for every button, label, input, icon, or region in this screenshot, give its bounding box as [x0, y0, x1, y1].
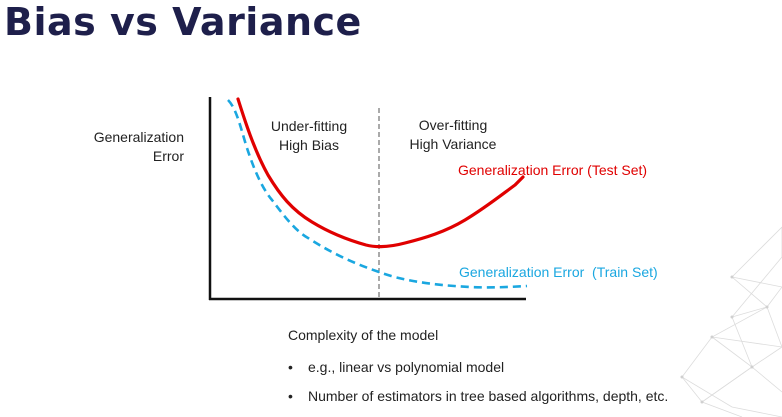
overfitting-region-label: Over-fitting High Variance	[398, 116, 508, 154]
underfitting-region-label: Under-fitting High Bias	[254, 117, 364, 155]
bullet-list: e.g., linear vs polynomial model Number …	[288, 353, 668, 411]
y-axis-label-line-1: Generalization	[93, 129, 184, 145]
network-pattern-decoration	[680, 226, 782, 417]
test-error-curve	[236, 97, 525, 249]
high-bias-label: High Bias	[279, 137, 339, 153]
test-error-curve-label: Generalization Error (Test Set)	[458, 162, 648, 178]
x-axis-label: Complexity of the model	[288, 327, 439, 343]
slide-title: Bias vs Variance	[4, 0, 362, 44]
y-axis-label: Generalization Error	[94, 128, 184, 166]
train-error-curve-label: Generalization Error (Train Set)	[459, 264, 658, 280]
bullet-item: e.g., linear vs polynomial model	[288, 353, 668, 382]
y-axis-label-line-2: Error	[152, 148, 184, 164]
bullet-item: Number of estimators in tree based algor…	[288, 382, 668, 411]
high-variance-label: High Variance	[409, 136, 497, 152]
overfitting-label: Over-fitting	[418, 117, 488, 133]
underfitting-label: Under-fitting	[270, 118, 348, 134]
